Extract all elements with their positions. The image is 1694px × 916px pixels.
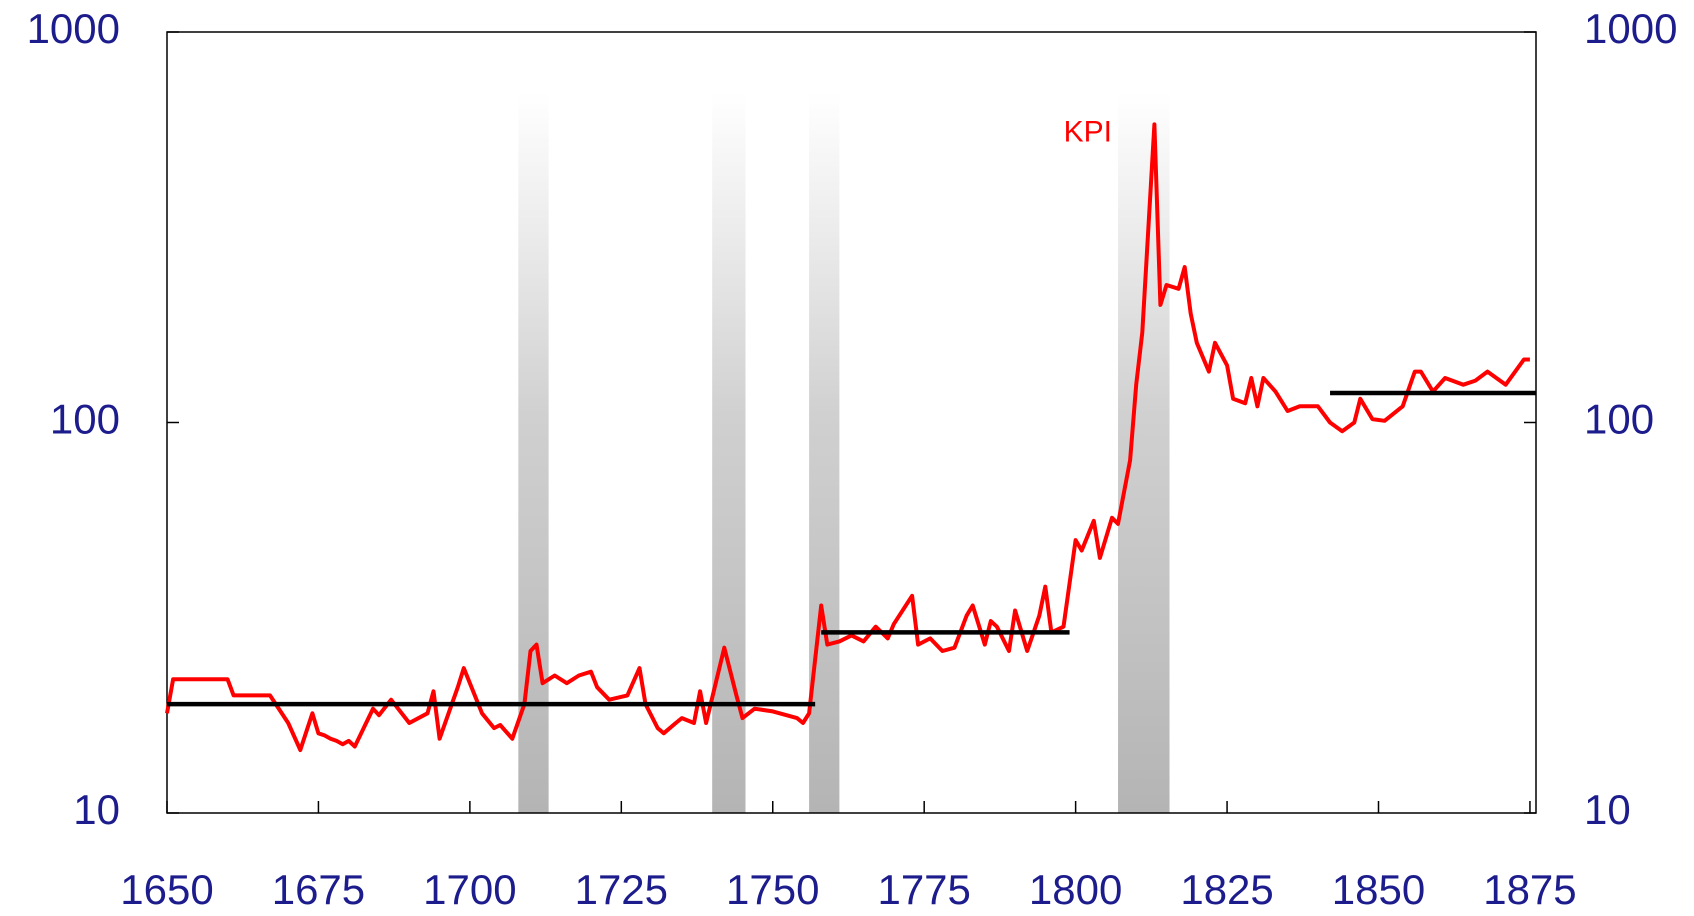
shaded-period	[809, 92, 840, 813]
shaded-period	[518, 92, 549, 813]
x-tick-label: 1875	[1483, 866, 1576, 913]
x-tick-label: 1675	[272, 866, 365, 913]
y2-tick-label: 1000	[1584, 5, 1677, 52]
x-tick-label: 1725	[575, 866, 668, 913]
shaded-period	[712, 92, 746, 813]
x-tick-label: 1800	[1029, 866, 1122, 913]
x-tick-label: 1700	[423, 866, 516, 913]
x-tick-label: 1850	[1332, 866, 1425, 913]
y-tick-label: 10	[73, 786, 120, 833]
y-tick-label: 100	[50, 396, 120, 443]
kpi-line	[165, 122, 1530, 752]
x-tick-label: 1750	[726, 866, 819, 913]
y2-tick-label: 100	[1584, 396, 1654, 443]
x-tick-label: 1825	[1180, 866, 1273, 913]
y2-tick-label: 10	[1584, 786, 1631, 833]
shaded-period	[1118, 92, 1170, 813]
x-tick-label: 1650	[120, 866, 213, 913]
y-tick-label: 1000	[27, 5, 120, 52]
annotation: KPI	[1064, 115, 1112, 148]
x-tick-label: 1775	[877, 866, 970, 913]
